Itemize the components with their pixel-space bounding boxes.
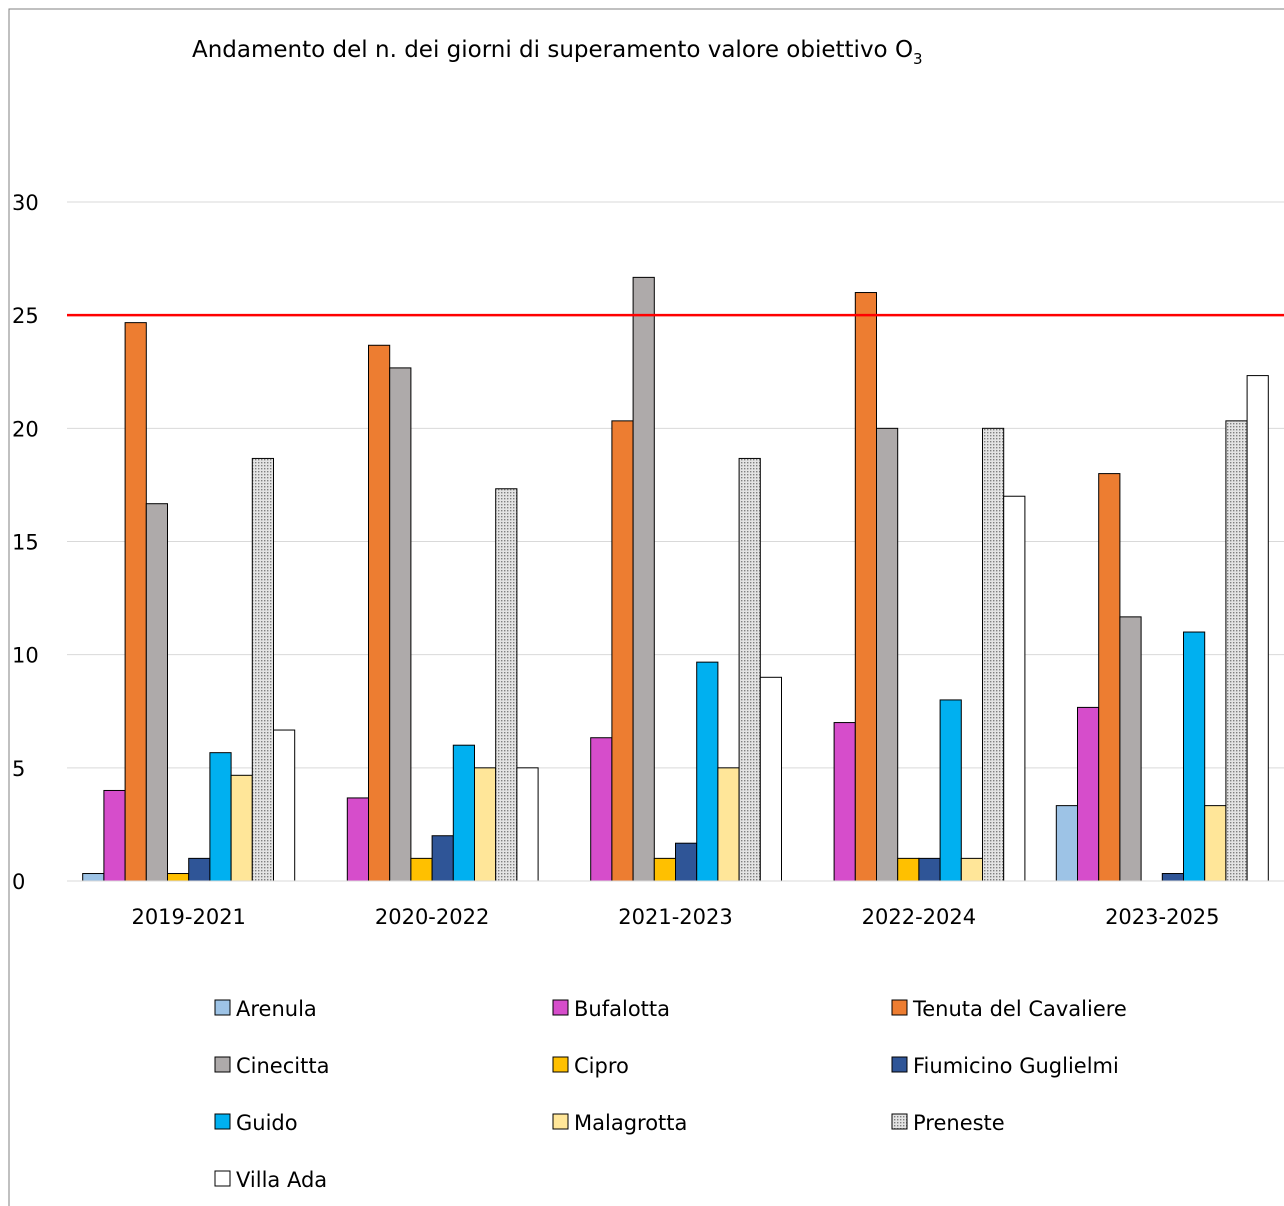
x-tick-label: 2021-2023 [618, 905, 732, 929]
x-tick-label: 2023-2025 [1105, 905, 1219, 929]
legend: Arenula Bufalotta Tenuta del Cavaliere Cine… [214, 997, 1127, 1192]
bar-villa-ada [273, 729, 296, 882]
y-tick-label: 20 [12, 417, 39, 441]
y-tick-label: 25 [12, 304, 39, 328]
legend-swatch-cinecitta [214, 1056, 231, 1073]
bar-guido [209, 752, 232, 882]
bar-tenuta-del-cavaliere [124, 322, 147, 882]
legend-label-preneste: Preneste [913, 1111, 1005, 1135]
bar-bufalotta [590, 737, 613, 882]
chart-title-text: Andamento del n. dei giorni di superamen… [192, 37, 913, 63]
bar-guido [1183, 631, 1206, 882]
bar-tenuta-del-cavaliere [1098, 473, 1121, 882]
bar-bufalotta [1077, 706, 1100, 882]
legend-swatch-tenuta-del-cavaliere [891, 999, 908, 1016]
x-tick-label: 2019-2021 [131, 905, 245, 929]
bar-guido [696, 661, 719, 882]
bar-fiumicino-guglielmi [918, 857, 941, 882]
bar-malagrotta [474, 767, 497, 882]
bar-villa-ada [759, 676, 782, 882]
bar-malagrotta [230, 774, 253, 882]
legend-swatch-arenula [214, 999, 231, 1016]
bar-fiumicino-guglielmi [188, 857, 211, 882]
y-tick-label: 5 [12, 757, 25, 781]
bar-tenuta-del-cavaliere [611, 420, 634, 882]
bar-cinecitta [876, 427, 899, 882]
legend-swatch-bufalotta [552, 999, 569, 1016]
bar-villa-ada [516, 767, 539, 882]
chart-title: Andamento del n. dei giorni di superamen… [192, 37, 923, 68]
legend-label-cinecitta: Cinecitta [236, 1054, 329, 1078]
bar-guido [452, 744, 475, 882]
legend-swatch-villa-ada [214, 1170, 231, 1187]
bar-malagrotta [1204, 805, 1227, 882]
chart-title-subscript: 3 [913, 50, 923, 68]
bar-bufalotta [833, 722, 856, 882]
bar-tenuta-del-cavaliere [368, 344, 391, 882]
bar-preneste [251, 457, 275, 882]
bar-arenula [1055, 805, 1079, 882]
legend-swatch-guido [214, 1113, 231, 1130]
legend-label-villa-ada: Villa Ada [236, 1168, 327, 1192]
bar-cinecitta [389, 367, 412, 882]
bar-cipro [653, 857, 676, 882]
bar-tenuta-del-cavaliere [854, 292, 877, 882]
bar-villa-ada [1246, 375, 1269, 882]
bar-cipro [410, 857, 433, 882]
bar-arenula [82, 873, 105, 882]
bar-malagrotta [717, 767, 740, 882]
bar-preneste [738, 457, 761, 882]
bar-preneste [495, 488, 518, 882]
bar-cipro [897, 857, 920, 882]
legend-label-guido: Guido [236, 1111, 298, 1135]
x-axis-labels: 2019-2021 2020-2022 2021-2023 2022-2024 2023… [131, 905, 1219, 929]
bar-preneste [1225, 420, 1248, 882]
legend-swatch-malagrotta [552, 1113, 569, 1130]
bar-fiumicino-guglielmi [1161, 873, 1185, 882]
bar-cinecitta [632, 276, 655, 882]
legend-label-cipro: Cipro [574, 1054, 629, 1078]
legend-swatch-cipro [552, 1056, 569, 1073]
bar-villa-ada [1003, 495, 1026, 882]
bar-cipro [167, 873, 190, 882]
y-tick-label: 10 [12, 644, 39, 668]
bar-cinecitta [145, 503, 169, 882]
bar-guido [939, 699, 962, 882]
legend-label-fiumicino-guglielmi: Fiumicino Guglielmi [913, 1054, 1119, 1078]
y-axis-ticks: 0 5 10 15 20 25 30 [12, 191, 39, 894]
x-tick-label: 2020-2022 [375, 905, 489, 929]
bar-cinecitta [1119, 616, 1142, 882]
y-tick-label: 30 [12, 191, 39, 215]
legend-label-bufalotta: Bufalotta [574, 997, 670, 1021]
bar-bufalotta [103, 789, 126, 882]
legend-label-arenula: Arenula [236, 997, 317, 1021]
legend-swatch-preneste [891, 1113, 908, 1130]
bar-fiumicino-guglielmi [431, 835, 454, 882]
y-tick-label: 15 [12, 531, 39, 555]
bar-bufalotta [346, 797, 369, 882]
legend-label-malagrotta: Malagrotta [574, 1111, 687, 1135]
bar-fiumicino-guglielmi [675, 842, 698, 882]
y-tick-label: 0 [12, 870, 25, 894]
legend-label-tenuta-del-cavaliere: Tenuta del Cavaliere [912, 997, 1127, 1021]
x-tick-label: 2022-2024 [862, 905, 976, 929]
bar-preneste [982, 427, 1005, 882]
bar-malagrotta [960, 857, 983, 882]
legend-swatch-fiumicino-guglielmi [891, 1056, 908, 1073]
